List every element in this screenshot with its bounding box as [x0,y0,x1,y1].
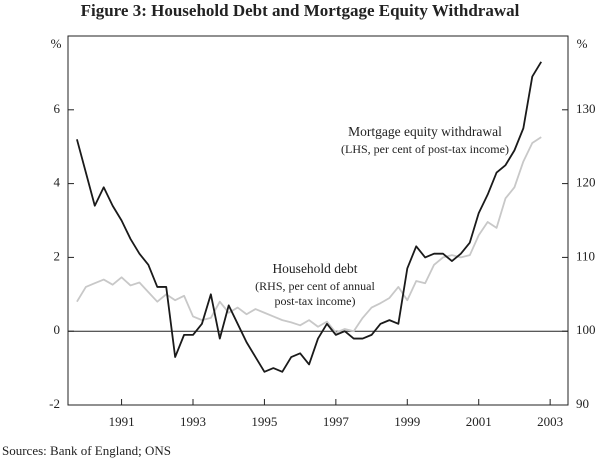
x-tick-label: 2003 [537,414,563,429]
y-tick-label: 2 [54,248,61,263]
annotation: Mortgage equity withdrawal [348,124,502,139]
series-line [76,61,542,373]
annotation: (LHS, per cent of post-tax income) [341,142,509,156]
annotation: post-tax income) [275,294,356,308]
x-tick-label: 1995 [251,414,277,429]
y2-tick-label: 110 [576,248,595,263]
x-tick-label: 1991 [109,414,135,429]
y2-tick-label: 90 [576,396,589,411]
y-tick-label: -2 [49,396,60,411]
plot-frame [67,35,569,406]
y-tick-label: 0 [54,322,61,337]
source: Sources: Bank of England; ONS [2,443,171,458]
x-tick-label: 1997 [323,414,350,429]
x-tick-label: 1993 [180,414,206,429]
series-line [76,136,542,334]
y2-tick-label: 130 [576,101,596,116]
y2-tick-label: 120 [576,175,596,190]
y-unit: % [51,36,62,51]
chart-title: Figure 3: Household Debt and Mortgage Eq… [81,1,520,20]
x-tick-label: 1999 [394,414,420,429]
x-tick-label: 2001 [466,414,492,429]
y2-tick-label: 100 [576,322,596,337]
y2-unit: % [577,36,588,51]
y-tick-label: 4 [54,175,61,190]
y-tick-label: 6 [54,101,61,116]
annotation: (RHS, per cent of annual [255,279,375,293]
annotation: Household debt [272,261,357,276]
